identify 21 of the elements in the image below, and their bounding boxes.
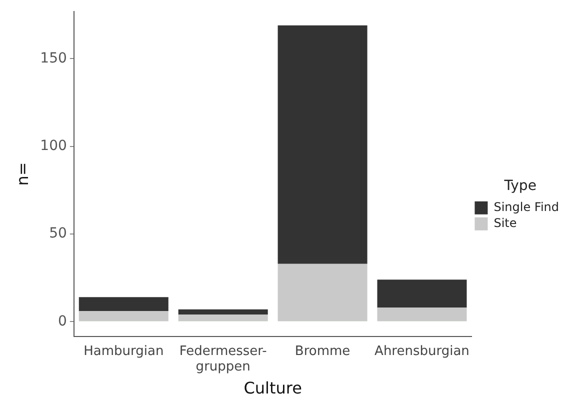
y-tick-label: 0 <box>58 313 67 330</box>
y-tick-label: 150 <box>40 50 67 66</box>
bar <box>178 314 268 322</box>
legend-label: Site <box>494 216 517 230</box>
x-tick-label: Bromme <box>294 344 350 359</box>
legend-title: Type <box>503 178 536 194</box>
y-axis-title: n= <box>12 162 32 186</box>
bar <box>278 264 368 322</box>
legend-label: Single Find <box>494 200 560 214</box>
x-tick-label: Ahrensburgian <box>374 344 470 359</box>
bar <box>377 308 467 322</box>
bar <box>377 280 467 308</box>
x-tick-label: Federmesser- gruppen <box>179 344 268 374</box>
bar <box>278 25 368 264</box>
x-axis-title: Culture <box>244 378 302 398</box>
x-tick-label: Hamburgian <box>84 344 164 359</box>
y-tick-label: 100 <box>40 138 67 154</box>
y-tick-label: 50 <box>49 226 67 242</box>
bar <box>78 311 168 322</box>
bar <box>178 309 268 315</box>
bar <box>78 297 168 312</box>
